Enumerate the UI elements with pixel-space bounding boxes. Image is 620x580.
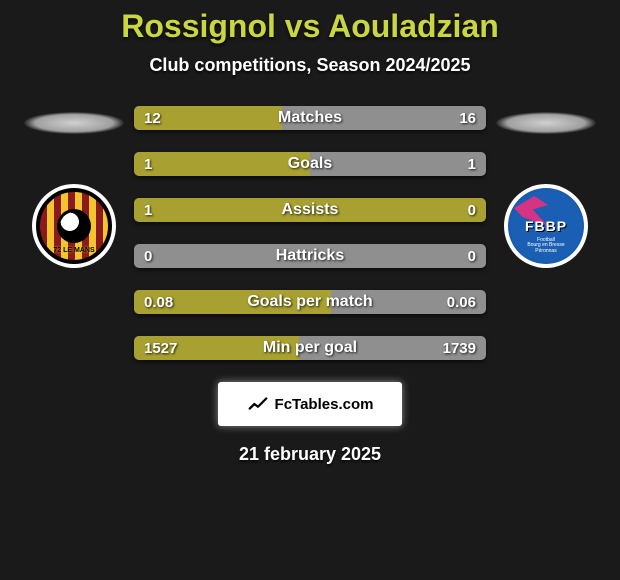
stat-right-value: 0: [468, 244, 476, 268]
ellipse-shadow-right: [496, 112, 596, 134]
soccer-ball-icon: [57, 209, 91, 243]
stat-bar: 0.08Goals per match0.06: [134, 290, 486, 314]
stat-bar: 1Assists0: [134, 198, 486, 222]
date-label: 21 february 2025: [239, 444, 381, 465]
team-logo-left-inner: 72 LE MANS: [36, 188, 112, 264]
stat-label: Goals per match: [134, 290, 486, 314]
source-text: FcTables.com: [275, 396, 374, 413]
team-sub-right: Football Bourg en Bresse Péronnas: [508, 238, 584, 255]
comparison-card: Rossignol vs Aouladzian Club competition…: [0, 0, 620, 580]
stat-label: Min per goal: [134, 336, 486, 360]
main-row: 72 LE MANS 12Matches161Goals11Assists00H…: [0, 106, 620, 360]
team-logo-left-label: 72 LE MANS: [40, 247, 108, 254]
stat-bars: 12Matches161Goals11Assists00Hattricks00.…: [134, 106, 486, 360]
team-logo-right-inner: FBBP Football Bourg en Bresse Péronnas: [508, 188, 584, 264]
team-badge-number: 72: [53, 247, 61, 254]
ellipse-shadow-left: [24, 112, 124, 134]
stat-right-value: 1739: [443, 336, 476, 360]
stat-right-value: 0.06: [447, 290, 476, 314]
chart-icon: [247, 393, 269, 415]
stat-bar: 12Matches16: [134, 106, 486, 130]
team-logo-left[interactable]: 72 LE MANS: [32, 184, 116, 268]
team-short-name-right: FBBP: [525, 218, 567, 234]
left-team-col: 72 LE MANS: [14, 106, 134, 268]
team-sub-line3: Péronnas: [508, 249, 584, 255]
page-subtitle: Club competitions, Season 2024/2025: [149, 55, 470, 76]
right-team-col: FBBP Football Bourg en Bresse Péronnas: [486, 106, 606, 268]
stat-bar: 1527Min per goal1739: [134, 336, 486, 360]
stat-label: Matches: [134, 106, 486, 130]
stat-label: Goals: [134, 152, 486, 176]
source-link[interactable]: FcTables.com: [218, 382, 402, 426]
stat-bar: 0Hattricks0: [134, 244, 486, 268]
team-logo-right[interactable]: FBBP Football Bourg en Bresse Péronnas: [504, 184, 588, 268]
stat-right-value: 0: [468, 198, 476, 222]
page-title: Rossignol vs Aouladzian: [121, 8, 499, 45]
stat-right-value: 16: [459, 106, 476, 130]
stat-right-value: 1: [468, 152, 476, 176]
stat-label: Assists: [134, 198, 486, 222]
stat-label: Hattricks: [134, 244, 486, 268]
stat-bar: 1Goals1: [134, 152, 486, 176]
team-short-name-left: LE MANS: [63, 247, 95, 254]
